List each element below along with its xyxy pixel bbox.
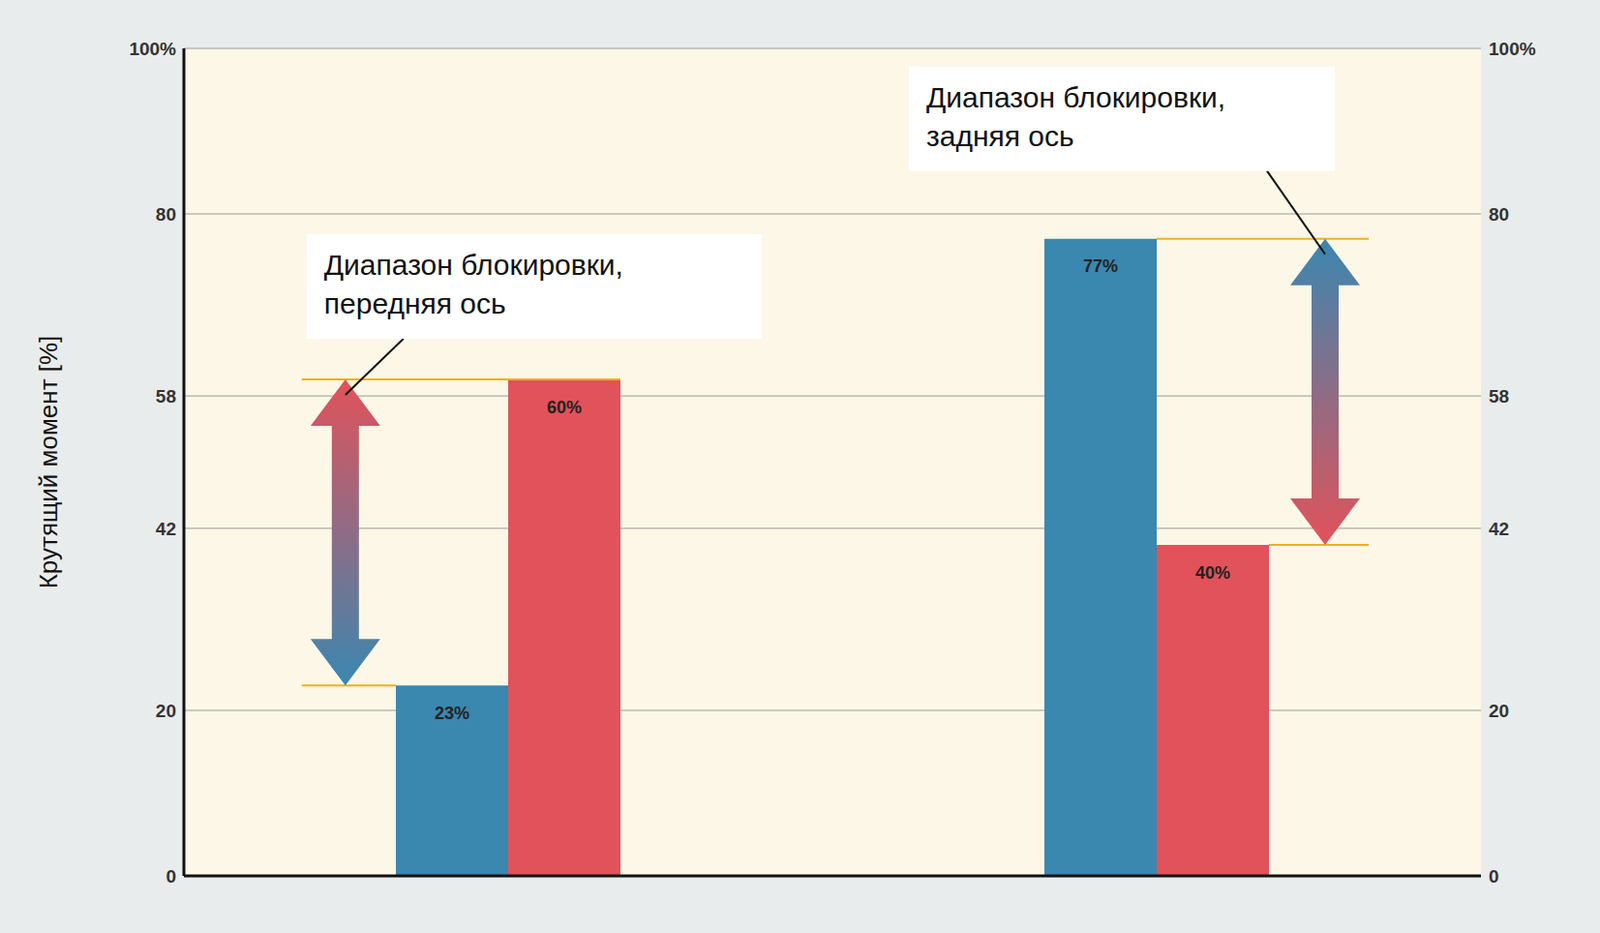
svg-text:80: 80: [155, 204, 177, 225]
svg-text:77%: 77%: [1083, 256, 1118, 276]
svg-text:40%: 40%: [1195, 563, 1231, 583]
svg-text:0: 0: [165, 866, 177, 887]
svg-text:0: 0: [1488, 866, 1500, 887]
svg-text:передняя ось: передняя ось: [324, 287, 507, 320]
svg-text:58: 58: [1488, 386, 1510, 407]
svg-text:задняя ось: задняя ось: [926, 120, 1075, 152]
svg-text:20: 20: [1488, 700, 1510, 722]
svg-text:100%: 100%: [1488, 38, 1537, 60]
svg-text:58: 58: [155, 386, 177, 407]
svg-text:Диапазон блокировки,: Диапазон блокировки,: [324, 248, 624, 281]
svg-text:42: 42: [155, 518, 177, 540]
svg-text:80: 80: [1488, 204, 1510, 225]
svg-text:20: 20: [155, 700, 177, 722]
svg-text:Крутящий момент [%]: Крутящий момент [%]: [33, 335, 63, 590]
svg-text:42: 42: [1488, 518, 1510, 540]
svg-text:60%: 60%: [546, 397, 582, 418]
svg-text:Диапазон блокировки,: Диапазон блокировки,: [926, 81, 1226, 114]
svg-text:100%: 100%: [128, 38, 177, 60]
svg-text:23%: 23%: [434, 703, 470, 724]
